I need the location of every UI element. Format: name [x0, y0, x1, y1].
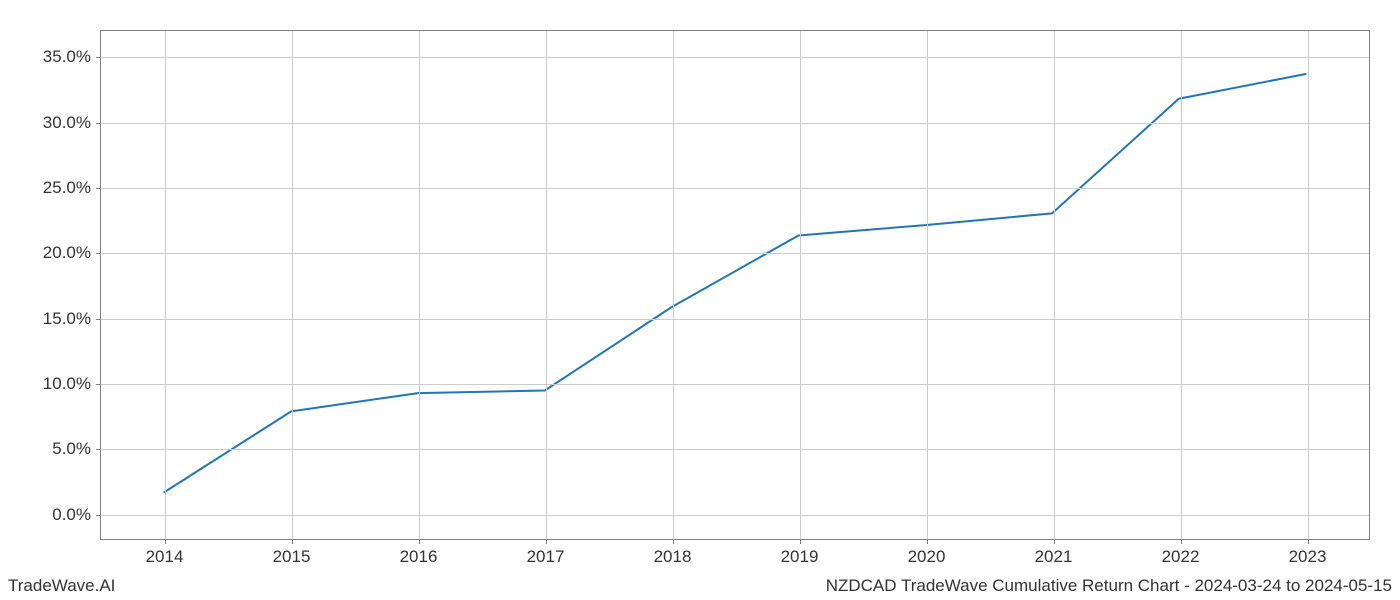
- grid-line-vertical: [419, 31, 420, 539]
- y-tick-label: 35.0%: [43, 47, 91, 67]
- return-line: [164, 74, 1305, 492]
- x-tick-label: 2023: [1289, 547, 1327, 567]
- grid-line-vertical: [165, 31, 166, 539]
- footer-right-text: NZDCAD TradeWave Cumulative Return Chart…: [826, 576, 1392, 596]
- grid-line-vertical: [1181, 31, 1182, 539]
- x-tick-mark: [1054, 539, 1055, 544]
- x-tick-label: 2022: [1162, 547, 1200, 567]
- grid-line-vertical: [800, 31, 801, 539]
- footer-left-text: TradeWave.AI: [8, 576, 115, 596]
- x-tick-mark: [1308, 539, 1309, 544]
- x-tick-label: 2019: [781, 547, 819, 567]
- x-tick-mark: [419, 539, 420, 544]
- x-tick-mark: [800, 539, 801, 544]
- y-tick-label: 5.0%: [52, 439, 91, 459]
- y-tick-label: 25.0%: [43, 178, 91, 198]
- plot-area: 0.0%5.0%10.0%15.0%20.0%25.0%30.0%35.0%20…: [100, 30, 1370, 540]
- y-tick-mark: [96, 57, 101, 58]
- y-tick-mark: [96, 123, 101, 124]
- x-tick-mark: [1181, 539, 1182, 544]
- x-tick-label: 2015: [273, 547, 311, 567]
- x-tick-label: 2016: [400, 547, 438, 567]
- x-tick-mark: [673, 539, 674, 544]
- x-tick-label: 2017: [527, 547, 565, 567]
- x-tick-label: 2014: [146, 547, 184, 567]
- x-tick-mark: [292, 539, 293, 544]
- x-tick-mark: [927, 539, 928, 544]
- y-tick-mark: [96, 384, 101, 385]
- grid-line-vertical: [1308, 31, 1309, 539]
- y-tick-mark: [96, 449, 101, 450]
- y-tick-label: 20.0%: [43, 243, 91, 263]
- x-tick-mark: [165, 539, 166, 544]
- x-tick-mark: [546, 539, 547, 544]
- x-tick-label: 2020: [908, 547, 946, 567]
- grid-line-vertical: [1054, 31, 1055, 539]
- y-tick-mark: [96, 253, 101, 254]
- y-tick-mark: [96, 319, 101, 320]
- x-tick-label: 2018: [654, 547, 692, 567]
- grid-line-vertical: [292, 31, 293, 539]
- grid-line-vertical: [546, 31, 547, 539]
- grid-line-vertical: [927, 31, 928, 539]
- y-tick-label: 10.0%: [43, 374, 91, 394]
- chart-container: 0.0%5.0%10.0%15.0%20.0%25.0%30.0%35.0%20…: [100, 30, 1370, 540]
- y-tick-label: 0.0%: [52, 505, 91, 525]
- y-tick-mark: [96, 515, 101, 516]
- y-tick-label: 15.0%: [43, 309, 91, 329]
- grid-line-vertical: [673, 31, 674, 539]
- y-tick-label: 30.0%: [43, 113, 91, 133]
- y-tick-mark: [96, 188, 101, 189]
- x-tick-label: 2021: [1035, 547, 1073, 567]
